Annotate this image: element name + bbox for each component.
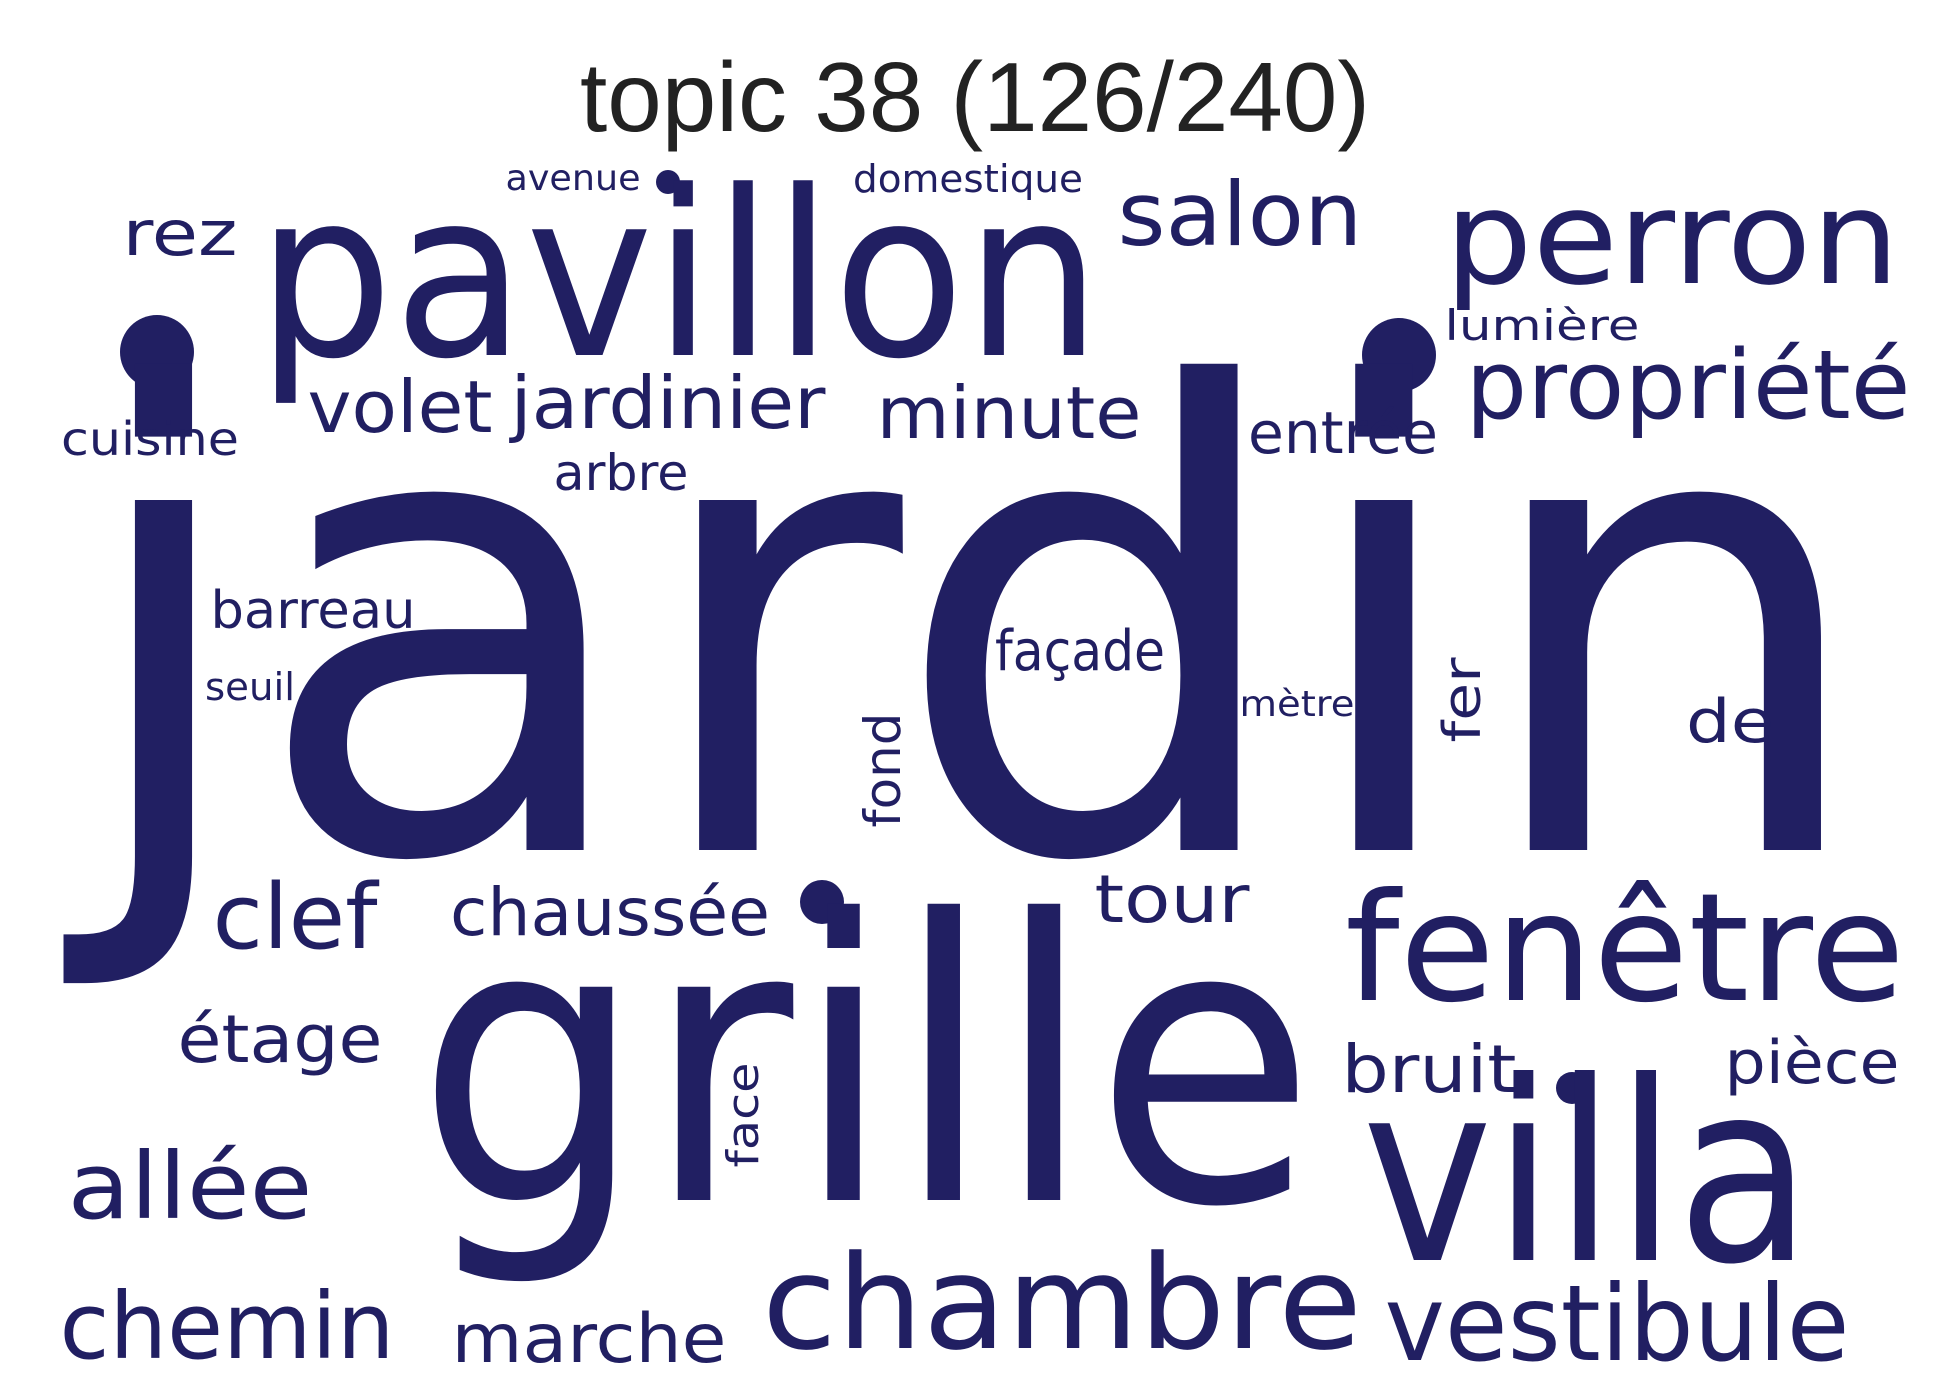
word-barreau: barreau (211, 581, 416, 641)
word-propriete: propriété (1466, 331, 1911, 441)
word-jardinier: jardinier (508, 361, 826, 445)
word-etage: étage (178, 1001, 383, 1078)
word-cuisine: cuisine (61, 412, 239, 466)
word-tour: tour (1095, 861, 1251, 938)
word-entree: entrée (1248, 399, 1438, 467)
word-allee: allée (68, 1133, 313, 1240)
word-avenue: avenue (506, 158, 641, 199)
word-fenetre: fenêtre (1345, 862, 1905, 1036)
dot-marker (120, 315, 194, 389)
word-fond: fond (854, 713, 912, 828)
word-minute: minute (877, 371, 1142, 455)
word-de: de (1686, 687, 1774, 757)
word-marche: marche (452, 1300, 727, 1379)
word-villa: villa (1362, 1028, 1812, 1319)
word-vestibule: vestibule (1385, 1263, 1850, 1385)
word-chaussee: chaussée (450, 874, 770, 951)
word-rez: rez (123, 197, 238, 270)
word-pavillon: pavillon (257, 143, 1102, 410)
word-volet: volet (308, 365, 493, 449)
word-metre: mètre (1240, 684, 1355, 725)
figure-title: topic 38 (126/240) (580, 42, 1370, 152)
word-perron: perron (1445, 162, 1900, 314)
word-clef: clef (213, 865, 380, 970)
word-chambre: chambre (762, 1227, 1362, 1379)
dot-marker (1556, 1072, 1588, 1104)
word-jardin: jardin (55, 256, 1875, 1001)
word-bruit: bruit (1342, 1031, 1517, 1108)
word-seuil: seuil (205, 665, 295, 709)
word-domestique: domestique (853, 157, 1083, 201)
dot-marker (656, 170, 680, 194)
word-arbre: arbre (554, 444, 689, 502)
dot-marker (800, 880, 844, 924)
word-piece: pièce (1725, 1028, 1900, 1098)
word-lumiere: lumière (1445, 301, 1640, 350)
word-salon: salon (1118, 163, 1363, 266)
dot-marker (1362, 318, 1436, 392)
word-face: face (718, 1063, 769, 1168)
word-fer: fer (1433, 657, 1493, 743)
word-facade: façade (995, 619, 1165, 684)
word-chemin: chemin (60, 1273, 395, 1380)
word-grille: grille (416, 838, 1316, 1292)
